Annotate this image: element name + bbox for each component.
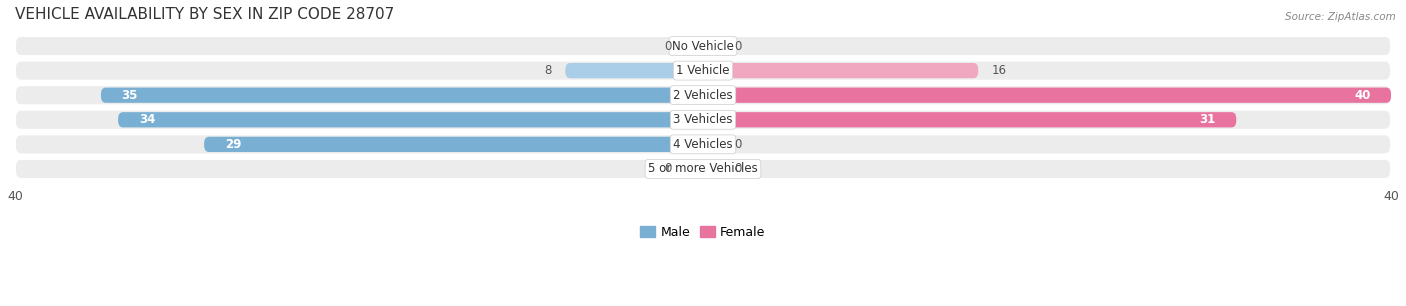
FancyBboxPatch shape — [703, 112, 1236, 127]
FancyBboxPatch shape — [703, 88, 1391, 103]
FancyBboxPatch shape — [565, 63, 703, 78]
Text: 0: 0 — [734, 162, 741, 175]
FancyBboxPatch shape — [15, 159, 1391, 179]
Text: 0: 0 — [734, 138, 741, 151]
Text: 31: 31 — [1199, 113, 1216, 126]
Text: 0: 0 — [665, 162, 672, 175]
Text: 8: 8 — [544, 64, 551, 77]
Text: 0: 0 — [665, 39, 672, 53]
FancyBboxPatch shape — [15, 36, 1391, 56]
FancyBboxPatch shape — [15, 134, 1391, 155]
Text: 2 Vehicles: 2 Vehicles — [673, 89, 733, 102]
FancyBboxPatch shape — [703, 63, 979, 78]
FancyBboxPatch shape — [682, 39, 703, 54]
Text: 4 Vehicles: 4 Vehicles — [673, 138, 733, 151]
Text: 3 Vehicles: 3 Vehicles — [673, 113, 733, 126]
Text: 29: 29 — [225, 138, 242, 151]
Text: Source: ZipAtlas.com: Source: ZipAtlas.com — [1285, 12, 1396, 22]
Text: 5 or more Vehicles: 5 or more Vehicles — [648, 162, 758, 175]
FancyBboxPatch shape — [703, 39, 724, 54]
Text: VEHICLE AVAILABILITY BY SEX IN ZIP CODE 28707: VEHICLE AVAILABILITY BY SEX IN ZIP CODE … — [15, 7, 394, 22]
FancyBboxPatch shape — [703, 161, 724, 177]
FancyBboxPatch shape — [204, 137, 703, 152]
Text: 40: 40 — [1354, 89, 1371, 102]
FancyBboxPatch shape — [682, 161, 703, 177]
FancyBboxPatch shape — [703, 137, 724, 152]
FancyBboxPatch shape — [15, 85, 1391, 105]
Text: 1 Vehicle: 1 Vehicle — [676, 64, 730, 77]
Legend: Male, Female: Male, Female — [636, 221, 770, 244]
FancyBboxPatch shape — [15, 110, 1391, 130]
FancyBboxPatch shape — [15, 61, 1391, 81]
Text: No Vehicle: No Vehicle — [672, 39, 734, 53]
FancyBboxPatch shape — [118, 112, 703, 127]
Text: 35: 35 — [121, 89, 138, 102]
Text: 16: 16 — [993, 64, 1007, 77]
FancyBboxPatch shape — [101, 88, 703, 103]
Text: 34: 34 — [139, 113, 155, 126]
Text: 0: 0 — [734, 39, 741, 53]
